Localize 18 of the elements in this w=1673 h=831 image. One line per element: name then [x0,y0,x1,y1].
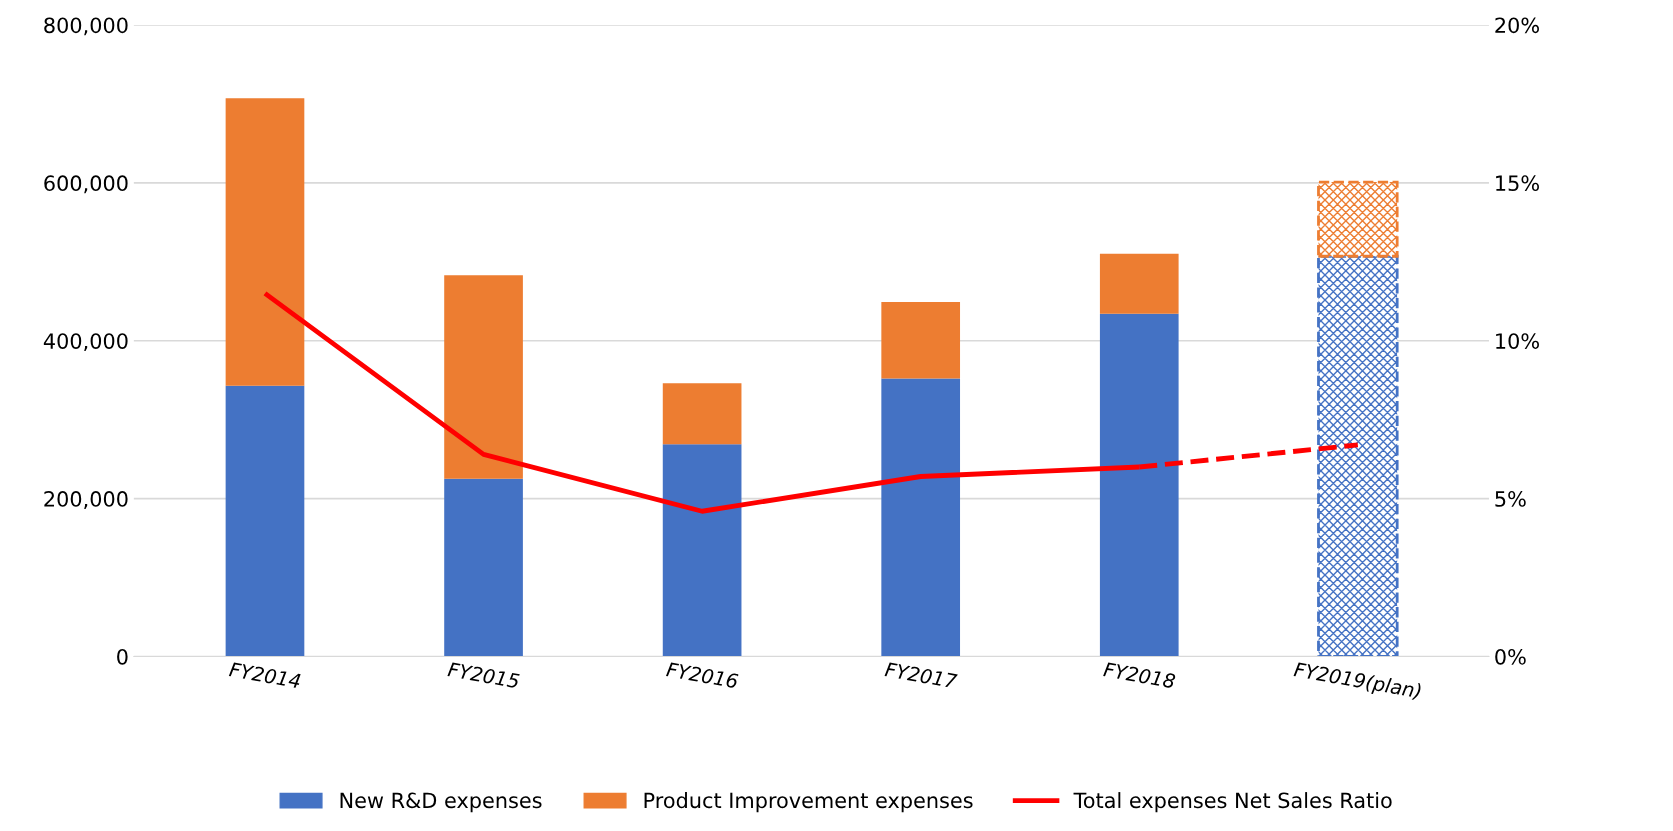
y2-tick-label: 0% [1495,648,1526,665]
y-tick-label: 600,000 [44,175,128,194]
y2-tick-label: 15% [1496,175,1539,192]
y-tick-label: 0 [117,648,128,665]
x-tick-label: FY2017 [884,661,958,689]
y2-tick-label: 5% [1495,491,1526,507]
y-tick-label: 200,000 [44,491,128,509]
x-tick-label: FY2015 [447,661,520,689]
legend-label: New R&D expenses [340,792,542,813]
x-tick-label: FY2018 [1103,661,1176,689]
y-tick-label: 400,000 [43,333,128,352]
x-tick-label: FY2014 [228,661,301,689]
legend-label: Total expenses Net Sales Ratio [1073,792,1392,813]
y2-tick-label: 10% [1496,333,1539,349]
legend-label: Product Improvement expenses [644,792,973,813]
y2-tick-label: 20% [1495,17,1539,34]
y-tick-label: 800,000 [44,17,128,36]
x-tick-label: FY2016 [665,661,739,689]
